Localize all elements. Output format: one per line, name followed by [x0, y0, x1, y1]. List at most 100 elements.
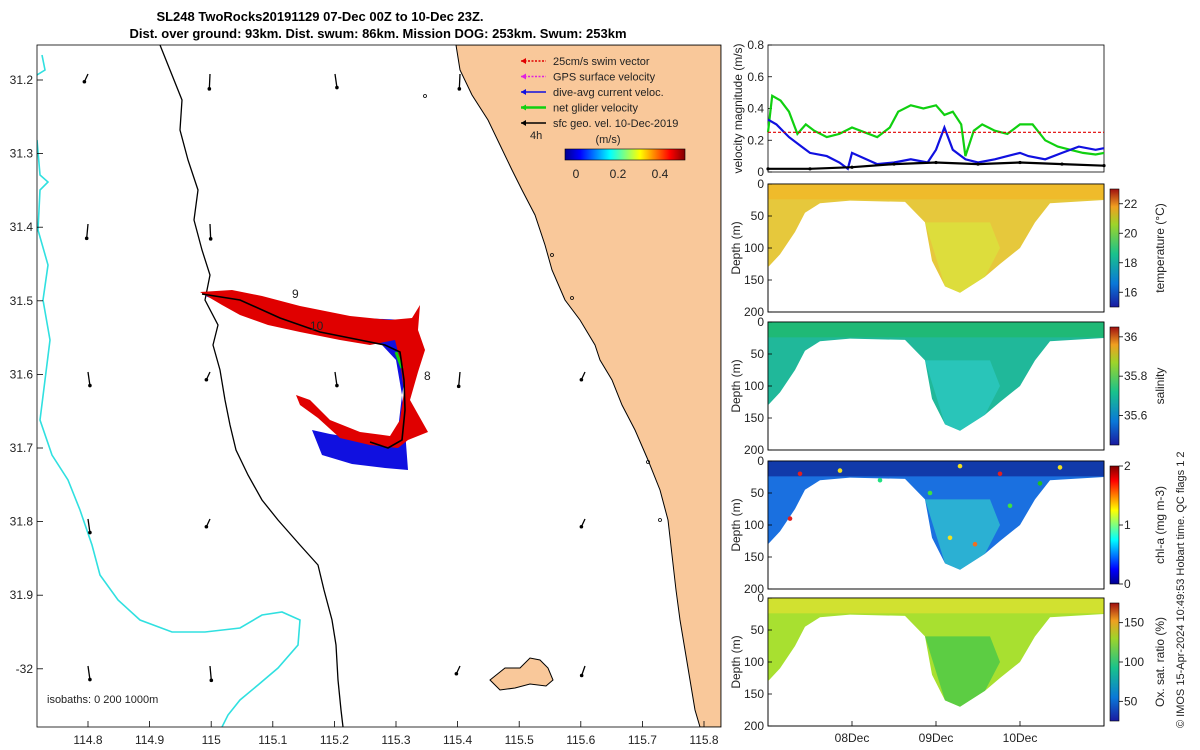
- section-colorbar-label: 35.6: [1124, 409, 1148, 423]
- section-ytick-label: 200: [744, 443, 764, 457]
- geo-arrow-head: [204, 377, 209, 382]
- chl-sample-dot: [957, 463, 963, 469]
- footer-credit: © IMOS 15-Apr-2024 10:49:53 Hobart time.…: [1175, 451, 1187, 728]
- title-line-2: Dist. over ground: 93km. Dist. swum: 86k…: [129, 26, 626, 41]
- geo-arrow: [458, 73, 461, 89]
- geo-arrow-head: [84, 236, 89, 241]
- geo-arrow-head: [209, 678, 214, 683]
- legend-label: GPS surface velocity: [553, 72, 656, 84]
- velocity-series-line: [766, 94, 1105, 157]
- time-axis: 08Dec 09Dec 10Dec: [835, 721, 1037, 745]
- velocity-ytick-label: 0.6: [747, 70, 764, 84]
- day-label-10: 10: [310, 319, 324, 333]
- velocity-series-point: [934, 160, 938, 165]
- day-label-8: 8: [424, 369, 431, 383]
- geo-arrow: [87, 665, 91, 680]
- geo-arrow-head: [457, 87, 462, 91]
- geo-arrow: [209, 223, 212, 239]
- geo-arrow-head: [88, 530, 92, 535]
- section-ytick-label: 150: [744, 273, 764, 287]
- time-marker-label: 4h: [530, 130, 542, 142]
- velocity-series-point: [976, 162, 980, 166]
- velocity-plot-area: [767, 44, 1105, 173]
- lat-tick-label: 31.9: [10, 588, 34, 602]
- geo-arrow-head: [579, 524, 584, 529]
- islet: [570, 296, 574, 300]
- section-ytick-label: 200: [744, 582, 764, 596]
- geo-arrow-head: [82, 79, 87, 84]
- colorbar-title: (m/s): [595, 134, 620, 146]
- geo-arrow-head: [88, 383, 92, 388]
- speed-colorbar-tick: 0.4: [652, 167, 669, 181]
- section-colorbar-title: Ox. sat. ratio (%): [1153, 617, 1167, 707]
- map-legend: 25cm/s swim vector GPS surface velocity di…: [521, 56, 686, 181]
- geo-arrow: [334, 371, 338, 386]
- section-ytick-label: 200: [744, 719, 764, 733]
- section-ytick-label: 50: [751, 347, 765, 361]
- section-ytick-label: 150: [744, 550, 764, 564]
- geo-arrow-head: [335, 383, 339, 388]
- geo-arrow: [87, 518, 91, 533]
- legend-label: dive-avg current veloc.: [553, 87, 664, 99]
- map-frame: [36, 44, 722, 728]
- net-glider-velocity: [394, 351, 404, 369]
- isobath-200m: [159, 45, 344, 727]
- section-colorbar-title: salinity: [1153, 368, 1167, 405]
- velocity-series-point: [1060, 162, 1064, 166]
- lon-tick-label: 115.2: [320, 733, 349, 747]
- chl-sample-dot: [997, 471, 1003, 477]
- section-surface-layer: [768, 598, 1104, 614]
- velocity-ylabel: velocity magnitude (m/s): [731, 43, 745, 173]
- section-ylabel: Depth (m): [729, 635, 743, 688]
- section-colorbar-label: 20: [1124, 226, 1138, 240]
- section-ytick-label: 50: [751, 623, 765, 637]
- geo-arrow: [86, 223, 89, 239]
- velocity-ytick-label: 0: [757, 165, 764, 179]
- chl-sample-dot: [797, 471, 803, 477]
- velocity-series-point: [850, 165, 854, 169]
- lat-tick-label: 31.6: [10, 367, 34, 381]
- time-tick-label: 08Dec: [835, 731, 870, 745]
- section-colorbar: [1109, 326, 1120, 446]
- lon-tick-label: 115.1: [258, 733, 287, 747]
- section-surface-layer: [768, 184, 1104, 200]
- section-colorbar-label: 35.8: [1124, 369, 1148, 383]
- section-ytick-label: 100: [744, 655, 764, 669]
- section-ytick-label: 100: [744, 241, 764, 255]
- legend-arrowhead: [521, 89, 526, 95]
- lon-tick-label: 115.5: [505, 733, 534, 747]
- chl-sample-dot: [947, 535, 953, 541]
- lon-axis: 114.8 114.9 115 115.1 115.2 115.3 115.4 115.5 11…: [73, 721, 719, 747]
- section-ytick-label: 150: [744, 687, 764, 701]
- section-ytick-label: 100: [744, 518, 764, 532]
- section-deep-feature: [925, 636, 1000, 707]
- velocity-series-line: [767, 118, 1105, 171]
- section-ytick-label: 50: [751, 486, 765, 500]
- section-ytick-label: 0: [757, 454, 764, 468]
- lon-tick-label: 115: [202, 733, 221, 747]
- velocity-ytick-label: 0.2: [747, 133, 764, 147]
- chl-sample-dot: [1007, 503, 1013, 509]
- lat-tick-label: -32: [16, 662, 34, 676]
- lat-tick-label: 31.2: [10, 73, 34, 87]
- section-colorbar-label: 2: [1124, 459, 1131, 473]
- lat-tick-label: 31.5: [10, 294, 34, 308]
- legend-arrowhead: [521, 104, 526, 111]
- section-ylabel: Depth (m): [729, 221, 743, 274]
- geo-arrow-head: [88, 677, 92, 682]
- lat-axis: 31.2 31.3 31.4 31.5 31.6 31.7 31.8 31.9 -32: [10, 73, 43, 676]
- geo-arrow-head: [335, 85, 339, 90]
- section-ytick-label: 0: [757, 591, 764, 605]
- section-colorbar-title: temperature (°C): [1153, 203, 1167, 293]
- chl-sample-dot: [927, 490, 933, 496]
- section-colorbar-label: 18: [1124, 256, 1138, 270]
- legend-label: sfc geo. vel. 10-Dec-2019: [553, 118, 678, 130]
- section-ylabel: Depth (m): [729, 498, 743, 551]
- geo-arrow: [208, 73, 211, 89]
- section-colorbar-label: 1: [1124, 518, 1131, 532]
- geo-arrow-head: [204, 524, 209, 529]
- glider-track: [201, 293, 406, 449]
